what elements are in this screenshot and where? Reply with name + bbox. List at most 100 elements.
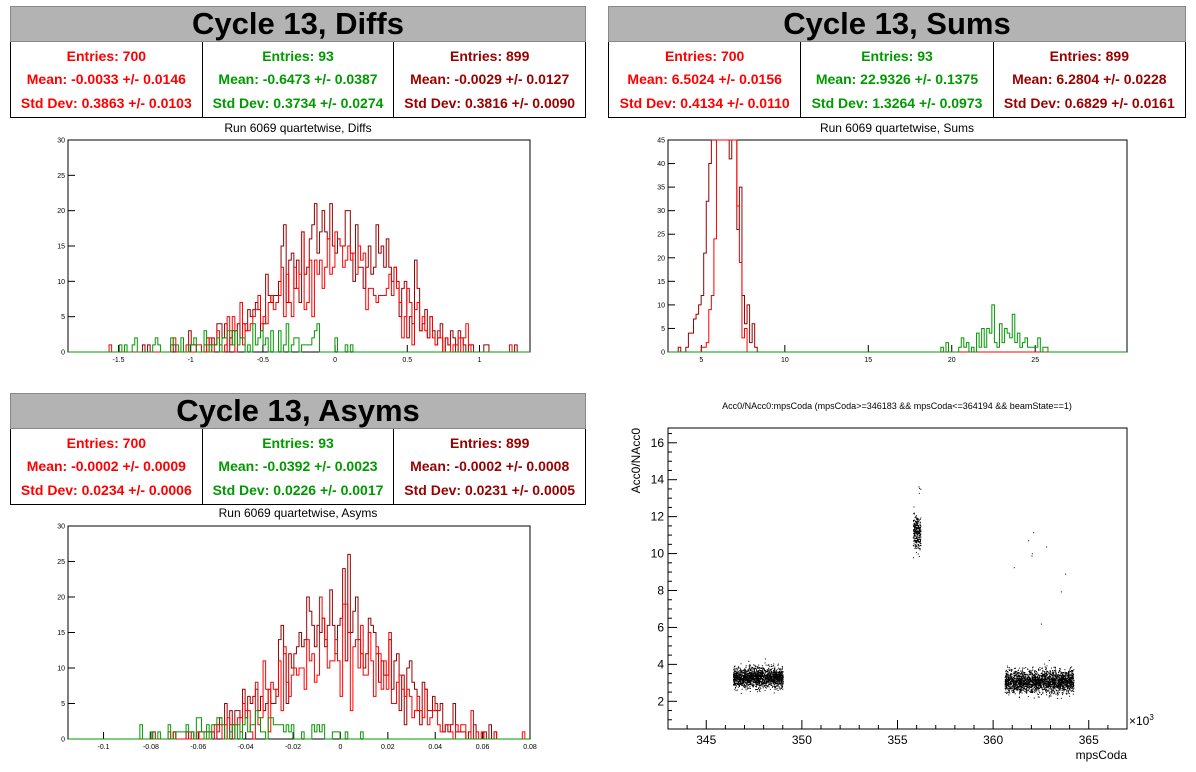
scatter-point xyxy=(1007,685,1009,687)
scatter-point xyxy=(1034,677,1036,679)
scatter-point xyxy=(762,686,764,688)
scatter-point xyxy=(1006,675,1008,677)
scatter-point xyxy=(920,529,922,531)
scatter-point xyxy=(734,684,736,685)
scatter-point xyxy=(777,673,779,675)
scatter-point xyxy=(753,680,755,682)
scatter-point xyxy=(748,669,750,671)
scatter-point xyxy=(761,675,763,676)
scatter-point xyxy=(739,686,740,687)
scatter-point xyxy=(1060,672,1062,674)
scatter-point xyxy=(776,677,778,679)
scatter-point xyxy=(743,679,745,681)
scatter-point xyxy=(1020,679,1022,681)
scatter-point xyxy=(919,549,921,551)
scatter-point xyxy=(777,671,779,673)
scatter-point xyxy=(1031,679,1033,681)
scatter-point xyxy=(1030,672,1032,673)
scatter-point xyxy=(1069,685,1071,687)
scatter-point xyxy=(756,682,758,683)
scatter-point xyxy=(744,686,746,688)
scatter-point xyxy=(772,685,774,687)
scatter-point xyxy=(915,522,917,524)
scatter-point xyxy=(771,678,773,680)
scatter-point xyxy=(780,682,782,683)
scatter-point xyxy=(1009,687,1011,689)
scatter-point xyxy=(1029,674,1031,675)
scatter-point xyxy=(1008,680,1010,682)
scatter-point xyxy=(1067,675,1069,677)
scatter-point xyxy=(755,672,757,674)
scatter-point xyxy=(774,683,776,685)
scatter-point xyxy=(770,681,772,683)
scatter-point xyxy=(744,668,746,670)
scatter-point xyxy=(741,684,743,686)
scatter-point xyxy=(741,684,743,686)
scatter-point xyxy=(1046,674,1048,676)
scatter-point xyxy=(1047,690,1049,692)
scatter-point xyxy=(1041,674,1043,676)
stats-darkred: Entries: 899 Mean: -0.0029 +/- 0.0127 St… xyxy=(394,42,585,117)
scatter-point xyxy=(1065,688,1067,690)
scatter-point xyxy=(1048,681,1050,683)
scatter-point xyxy=(757,678,759,680)
scatter-point xyxy=(1022,684,1024,686)
scatter-point xyxy=(1046,665,1048,667)
scatter-point xyxy=(750,677,752,679)
y-tick-label: 25 xyxy=(57,173,65,180)
scatter-point xyxy=(1021,675,1023,677)
scatter-point xyxy=(758,667,760,669)
scatter-point xyxy=(1017,675,1019,677)
scatter-point xyxy=(1056,674,1058,676)
scatter-point xyxy=(741,688,743,690)
scatter-point xyxy=(1028,684,1030,685)
scatter-point xyxy=(1029,680,1031,682)
scatter-point xyxy=(1034,680,1036,682)
scatter-point xyxy=(1013,675,1015,677)
scatter-point xyxy=(916,536,918,538)
scatter-point xyxy=(737,676,739,678)
scatter-point xyxy=(916,519,918,521)
scatter-point xyxy=(779,681,780,683)
scatter-point xyxy=(918,528,920,530)
scatter-point xyxy=(1045,679,1047,681)
scatter-point xyxy=(778,687,780,689)
scatter-point xyxy=(1073,684,1074,686)
scatter-point xyxy=(918,526,920,528)
scatter-point xyxy=(1061,689,1063,691)
scatter-point xyxy=(1028,671,1030,673)
scatter-point xyxy=(740,677,742,679)
scatter-point xyxy=(1068,681,1070,683)
scatter-point xyxy=(777,675,779,676)
scatter-point xyxy=(1066,673,1067,674)
scatter-point xyxy=(1026,680,1028,682)
scatter-point xyxy=(782,677,784,678)
scatter-point xyxy=(1054,692,1056,694)
scatter-point xyxy=(1069,682,1070,684)
scatter-point xyxy=(1065,684,1067,686)
scatter-point xyxy=(1013,691,1015,693)
scatter-point xyxy=(1064,682,1066,684)
scatter-point xyxy=(917,534,919,536)
scatter-point xyxy=(1022,681,1024,683)
scatter-point xyxy=(738,676,740,678)
scatter-point xyxy=(1008,683,1009,685)
scatter-point xyxy=(919,545,921,547)
scatter-point xyxy=(1029,670,1031,671)
scatter-point xyxy=(1026,692,1027,694)
scatter-point xyxy=(919,536,920,538)
scatter-point xyxy=(1059,684,1061,686)
scatter-point xyxy=(1026,688,1027,690)
scatter-point xyxy=(1023,680,1025,682)
scatter-point xyxy=(1006,683,1008,685)
scatter-point xyxy=(755,676,756,678)
scatter-point xyxy=(746,687,748,689)
scatter-point xyxy=(1033,691,1035,693)
scatter-point xyxy=(739,670,741,672)
scatter-point xyxy=(1062,683,1064,685)
scatter-point xyxy=(1014,671,1016,673)
scatter-point xyxy=(1017,681,1019,683)
scatter-point xyxy=(741,682,743,684)
scatter-point xyxy=(1005,683,1007,685)
scatter-point xyxy=(1061,678,1063,680)
